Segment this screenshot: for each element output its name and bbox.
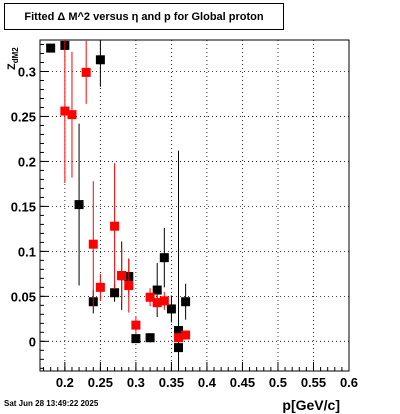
data-point (159, 296, 169, 306)
data-point (88, 239, 98, 249)
series-1 (60, 40, 191, 343)
x-tick-label: 0.6 (340, 375, 358, 390)
x-axis-title: p[GeV/c] (282, 397, 340, 413)
data-point (145, 292, 155, 302)
y-tick-label: 0.3 (18, 64, 36, 79)
data-point (145, 333, 155, 343)
x-tick-label: 0.3 (127, 375, 145, 390)
series-0 (46, 40, 191, 371)
y-axis-title: ZdM2 (6, 47, 20, 70)
data-point (67, 110, 77, 120)
y-tick-labels: 0 0.05 0.1 0.15 0.2 0.25 0.3 (11, 64, 36, 349)
x-tick-labels: 0.2 0.25 0.3 0.35 0.4 0.45 0.5 0.55 0.6 (56, 375, 358, 390)
y-tick-label: 0.25 (11, 109, 36, 124)
x-tick-label: 0.35 (159, 375, 184, 390)
x-tick-label: 0.45 (230, 375, 255, 390)
data-point (110, 288, 120, 298)
plot-frame (39, 39, 350, 372)
x-tick-label: 0.55 (301, 375, 326, 390)
data-point (117, 271, 127, 281)
data-point (152, 285, 162, 295)
data-point (81, 67, 91, 77)
data-point (95, 55, 105, 65)
x-tick-label: 0.25 (88, 375, 113, 390)
axis-ticks (40, 43, 350, 371)
y-tick-label: 0.05 (11, 289, 36, 304)
x-tick-label: 0.4 (198, 375, 217, 390)
data-point (174, 326, 184, 336)
timestamp: Sat Jun 28 13:49:22 2025 (4, 399, 99, 408)
data-point (181, 297, 191, 307)
data-point (166, 304, 176, 314)
data-point (131, 320, 141, 330)
data-point (152, 298, 162, 308)
data-point (131, 334, 141, 344)
y-tick-label: 0.2 (18, 154, 36, 169)
y-tick-label: 0 (29, 334, 36, 349)
data-point (46, 43, 56, 53)
y-axis-title-text: ZdM2 (6, 47, 20, 70)
chart-title: Fitted Δ M^2 versus η and p for Global p… (4, 3, 284, 30)
data-point (174, 333, 184, 343)
data-point (95, 282, 105, 292)
y-tick-label: 0.15 (11, 199, 36, 214)
y-tick-label: 0.1 (18, 244, 36, 259)
data-point (110, 221, 120, 231)
data-point (159, 253, 169, 263)
data-point (74, 200, 84, 210)
data-point (181, 330, 191, 340)
data-point (124, 281, 134, 291)
x-tick-label: 0.2 (56, 375, 74, 390)
series (46, 40, 191, 371)
data-point (60, 106, 70, 116)
x-tick-label: 0.5 (269, 375, 287, 390)
